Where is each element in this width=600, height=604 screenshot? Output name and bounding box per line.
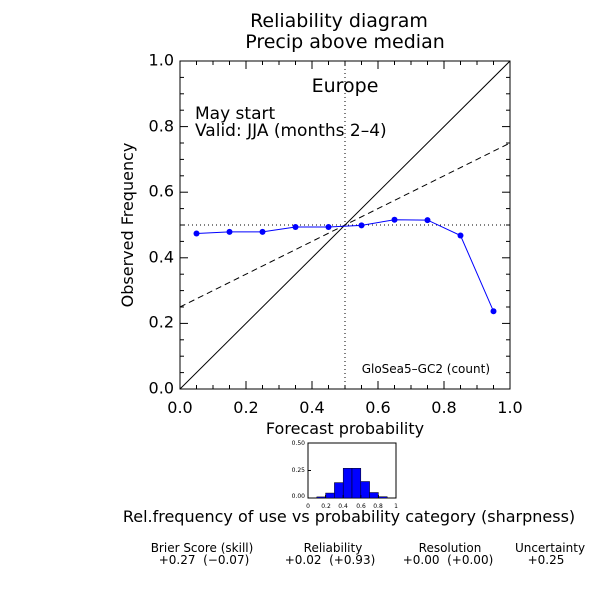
x-axis-label: Forecast probability bbox=[266, 419, 424, 438]
y-axis-label: Observed Frequency bbox=[118, 143, 137, 308]
x-tick-labels: 0.0 0.2 0.4 0.6 0.8 1.0 bbox=[167, 398, 522, 417]
valid-label: Valid: JJA (months 2–4) bbox=[195, 121, 387, 141]
y-tick-label: 0.8 bbox=[149, 117, 174, 136]
sharpness-caption: Rel.frequency of use vs probability cate… bbox=[123, 507, 575, 526]
data-point bbox=[458, 232, 464, 238]
histogram-bar bbox=[334, 483, 343, 498]
x-tick-label: 0.0 bbox=[167, 398, 192, 417]
data-point bbox=[260, 229, 266, 235]
y-tick-labels: 0.0 0.2 0.4 0.6 0.8 1.0 bbox=[149, 51, 174, 398]
y-tick-label: 0.6 bbox=[149, 182, 174, 201]
data-point bbox=[326, 224, 332, 230]
hist-y-tick-label: 0.00 bbox=[292, 493, 306, 500]
histogram-bar bbox=[317, 497, 326, 498]
histogram-bar bbox=[352, 468, 361, 498]
histogram-bar bbox=[361, 482, 370, 499]
histogram-bar bbox=[370, 493, 379, 499]
histogram-bar bbox=[378, 497, 387, 498]
region-label: Europe bbox=[312, 75, 379, 97]
resolution-value: +0.00 (+0.00) bbox=[403, 553, 494, 567]
data-point bbox=[359, 222, 365, 228]
x-tick-label: 0.8 bbox=[431, 398, 456, 417]
x-tick-label: 1.0 bbox=[497, 398, 522, 417]
uncertainty-value: +0.25 bbox=[528, 553, 565, 567]
brier-score-value: +0.27 (−0.07) bbox=[159, 553, 250, 567]
x-tick-label: 0.2 bbox=[233, 398, 258, 417]
histogram-bar bbox=[343, 468, 352, 498]
chart-title-line1: Reliability diagram bbox=[250, 10, 428, 32]
y-tick-label: 0.0 bbox=[149, 379, 174, 398]
data-point bbox=[491, 308, 497, 314]
chart-title-line2: Precip above median bbox=[245, 31, 445, 53]
y-tick-label: 0.4 bbox=[149, 248, 174, 267]
data-point bbox=[392, 217, 398, 223]
x-tick-label: 0.6 bbox=[365, 398, 390, 417]
data-point bbox=[227, 229, 233, 235]
histogram-bar bbox=[326, 493, 335, 498]
model-label: GloSea5–GC2 (count) bbox=[362, 362, 490, 376]
y-tick-label: 0.2 bbox=[149, 313, 174, 332]
data-point bbox=[425, 217, 431, 223]
data-point bbox=[194, 231, 200, 237]
sharpness-histogram: 0.50 0.25 0.00 0 0.2 0.4 0.6 0.8 1 bbox=[292, 440, 398, 510]
x-tick-label: 0.4 bbox=[299, 398, 324, 417]
y-tick-label: 1.0 bbox=[149, 51, 174, 70]
score-table: Brier Score (skill) +0.27 (−0.07) Reliab… bbox=[151, 541, 585, 567]
hist-y-tick-label: 0.25 bbox=[292, 467, 306, 474]
reliability-value: +0.02 (+0.93) bbox=[285, 553, 376, 567]
data-point bbox=[293, 224, 299, 230]
hist-y-tick-label: 0.50 bbox=[292, 440, 306, 447]
